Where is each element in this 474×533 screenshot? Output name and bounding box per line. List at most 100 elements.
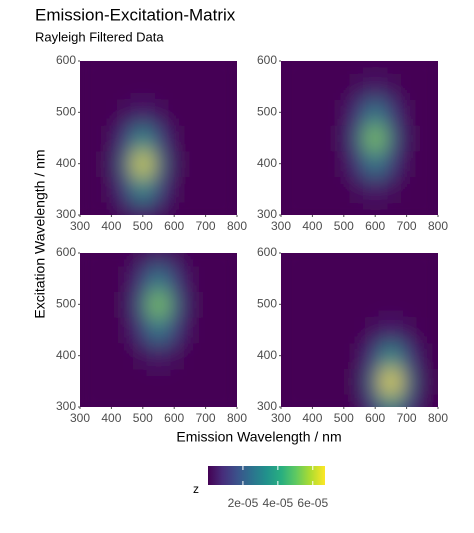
- heatmap-cell: [119, 202, 136, 215]
- heatmap-cell: [166, 125, 183, 152]
- heatmap-cell: [87, 150, 105, 177]
- heatmap-cell: [430, 125, 438, 152]
- heatmap-cell: [119, 99, 136, 126]
- heatmap-panel: [80, 253, 237, 407]
- heatmap-cell: [320, 176, 337, 203]
- heatmap-cell: [281, 368, 290, 395]
- heatmap-cell: [213, 291, 230, 318]
- heatmap-cell: [288, 99, 306, 126]
- heatmap-cell: [229, 342, 237, 369]
- heatmap-cell: [430, 202, 438, 215]
- heatmap-cell: [281, 253, 290, 267]
- heatmap-cell: [383, 394, 400, 407]
- heatmap-cell: [304, 202, 321, 215]
- heatmap-cell: [430, 394, 438, 407]
- heatmap-cell: [288, 202, 306, 215]
- heatmap-cell: [134, 176, 152, 203]
- heatmap-cell: [383, 73, 400, 100]
- heatmap-cell: [229, 99, 237, 126]
- heatmap-cell: [398, 368, 415, 395]
- x-tick-label: 700: [196, 219, 216, 233]
- heatmap-cell: [150, 394, 167, 407]
- heatmap-cell: [197, 342, 214, 369]
- heatmap-cell: [351, 394, 368, 407]
- heatmap-cell: [197, 150, 214, 177]
- heatmap-cell: [182, 176, 199, 203]
- heatmap-cell: [103, 202, 120, 215]
- heatmap-cell: [197, 368, 214, 395]
- heatmap-cell: [414, 176, 431, 203]
- heatmap-cell: [414, 394, 431, 407]
- heatmap-cell: [134, 368, 152, 395]
- heatmap-cell: [87, 265, 105, 292]
- heatmap-cell: [288, 265, 306, 292]
- heatmap-cell: [134, 317, 152, 344]
- x-tick-label: 300: [271, 219, 291, 233]
- heatmap-cell: [150, 176, 167, 203]
- x-tick-label: 400: [302, 219, 322, 233]
- heatmap-cell: [398, 61, 415, 75]
- heatmap-cell: [150, 317, 167, 344]
- heatmap-cell: [134, 394, 152, 407]
- heatmap-cell: [134, 342, 152, 369]
- heatmap-cell: [80, 176, 89, 203]
- heatmap-cell: [351, 61, 368, 75]
- heatmap-cell: [320, 99, 337, 126]
- heatmap-cell: [304, 73, 321, 100]
- heatmap-cell: [197, 125, 214, 152]
- heatmap-cell: [134, 202, 152, 215]
- x-tick-label: 800: [428, 411, 448, 425]
- heatmap-cell: [320, 73, 337, 100]
- heatmap-cell: [430, 342, 438, 369]
- heatmap-cell: [414, 291, 431, 318]
- y-tick-label: 400: [257, 156, 277, 170]
- x-tick-label: 700: [397, 219, 417, 233]
- heatmap-cell: [182, 368, 199, 395]
- heatmap-cell: [430, 73, 438, 100]
- heatmap-cell: [229, 394, 237, 407]
- heatmap-cell: [383, 291, 400, 318]
- heatmap-cell: [288, 61, 306, 75]
- x-tick-label: 400: [101, 411, 121, 425]
- heatmap-cells: [281, 253, 438, 407]
- y-tick-label: 400: [257, 348, 277, 362]
- x-tick-label: 800: [227, 219, 247, 233]
- heatmap-cell: [229, 61, 237, 75]
- heatmap-cell: [335, 265, 353, 292]
- heatmap-cell: [398, 253, 415, 267]
- heatmap-cell: [229, 253, 237, 267]
- heatmap-cell: [166, 150, 183, 177]
- heatmap-cell: [304, 99, 321, 126]
- heatmap-cell: [150, 73, 167, 100]
- heatmap-cell: [103, 317, 120, 344]
- heatmap-cell: [304, 291, 321, 318]
- heatmap-cell: [229, 265, 237, 292]
- heatmap-cell: [119, 150, 136, 177]
- heatmap-cell: [80, 265, 89, 292]
- heatmap-cell: [281, 73, 290, 100]
- heatmap-cell: [182, 265, 199, 292]
- heatmap-cell: [134, 150, 152, 177]
- heatmap-cell: [304, 317, 321, 344]
- heatmap-cells: [281, 61, 438, 215]
- heatmap-cell: [320, 368, 337, 395]
- heatmap-cell: [351, 202, 368, 215]
- heatmap-cell: [335, 202, 353, 215]
- heatmap-cell: [367, 176, 384, 203]
- heatmap-cell: [103, 342, 120, 369]
- heatmap-cell: [166, 99, 183, 126]
- heatmap-cell: [134, 253, 152, 267]
- heatmap-cell: [166, 317, 183, 344]
- heatmap-cell: [398, 125, 415, 152]
- heatmap-cell: [414, 99, 431, 126]
- heatmap-cell: [134, 265, 152, 292]
- heatmap-cell: [320, 202, 337, 215]
- heatmap-cell: [150, 202, 167, 215]
- heatmap-cell: [288, 394, 306, 407]
- heatmap-cell: [182, 253, 199, 267]
- heatmap-cell: [351, 317, 368, 344]
- heatmap-cell: [166, 265, 183, 292]
- heatmap-cell: [80, 73, 89, 100]
- heatmap-cell: [87, 125, 105, 152]
- heatmap-cell: [197, 265, 214, 292]
